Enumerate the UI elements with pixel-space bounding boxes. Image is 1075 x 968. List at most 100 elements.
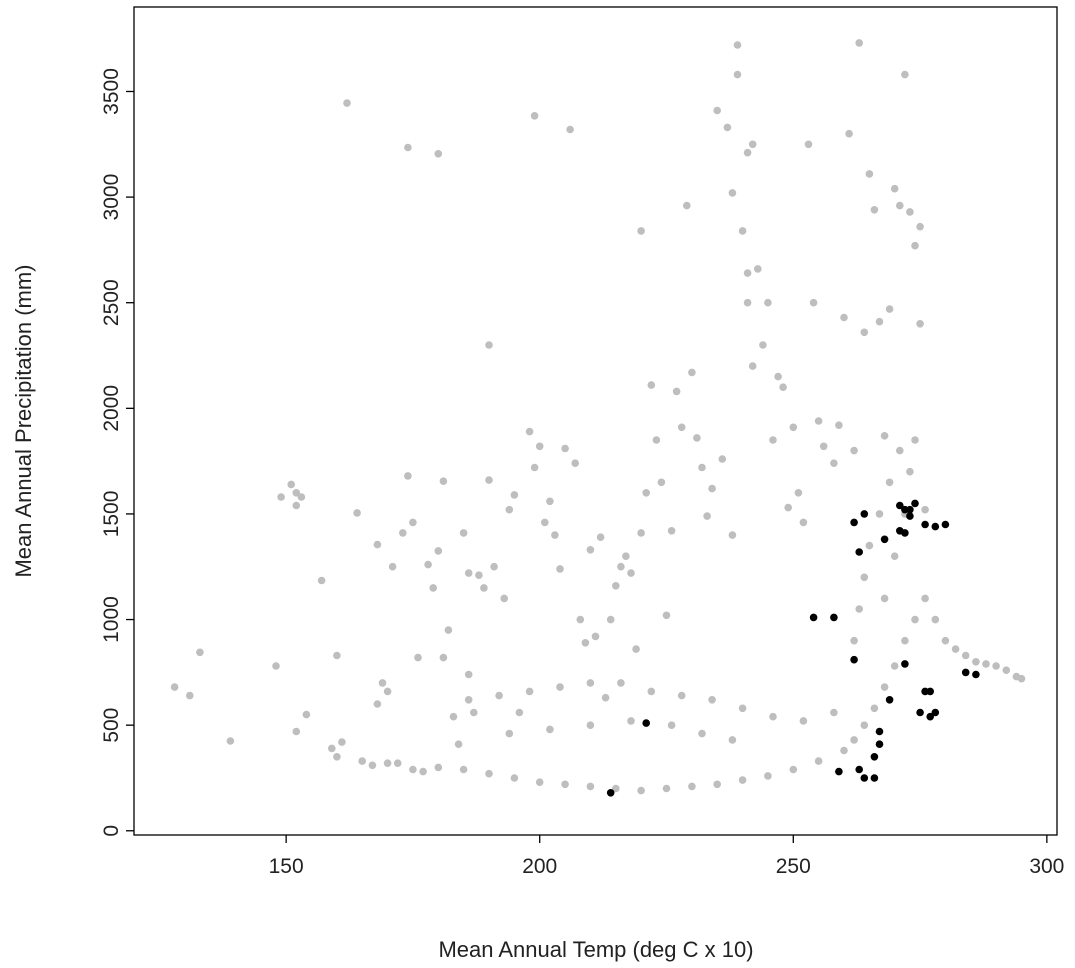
data-point-s0-28 [404,143,412,152]
data-point-s0-185 [875,510,884,518]
data-point-s1-30 [931,708,940,717]
data-point-s1-21 [901,660,909,668]
data-point-s0-138 [916,320,924,328]
data-point-s0-136 [911,241,919,250]
data-point-s0-71 [606,615,615,624]
data-point-s0-115 [799,518,808,527]
data-point-s0-17 [353,509,361,517]
data-point-s0-117 [809,298,818,307]
data-point-s0-118 [814,417,823,425]
data-point-s0-100 [738,227,747,235]
data-point-s0-98 [733,41,742,49]
x-tick-label-2: 250 [776,855,811,878]
data-point-s0-18 [358,757,367,765]
data-point-s0-59 [546,497,554,506]
y-tick-label-4: 2000 [100,385,123,432]
data-point-s0-89 [693,434,701,442]
data-point-s0-73 [617,562,625,571]
data-point-s0-87 [683,201,691,210]
data-point-s0-181 [906,467,914,476]
data-point-s1-11 [870,774,879,782]
y-tick-label-1: 500 [100,708,123,743]
data-point-s0-139 [921,505,929,514]
data-point-s0-133 [896,201,904,210]
data-point-s0-186 [865,541,874,550]
data-point-s0-129 [875,317,884,326]
data-point-s0-203 [505,729,514,738]
data-point-s1-28 [926,712,934,721]
data-point-s0-95 [723,123,732,132]
data-point-s0-146 [510,774,519,782]
data-point-s0-23 [383,687,392,696]
data-point-s0-163 [880,683,889,691]
data-point-s0-92 [708,484,716,493]
data-point-s0-127 [865,170,874,178]
data-point-s0-26 [399,529,407,537]
data-point-s0-51 [505,505,514,514]
data-point-s0-38 [444,626,453,634]
data-point-s0-13 [328,744,336,753]
data-point-s0-102 [743,269,752,277]
data-point-s0-67 [586,546,595,554]
data-point-s1-9 [860,510,869,518]
data-point-s1-20 [901,529,909,537]
data-point-s1-0 [606,789,615,797]
data-point-s0-70 [601,693,610,702]
data-point-s0-137 [916,222,924,231]
data-point-s0-20 [373,700,382,708]
data-point-s0-36 [439,477,448,486]
data-point-s1-6 [850,518,858,527]
data-point-s1-34 [972,670,980,679]
data-point-s0-81 [652,436,661,444]
data-point-s0-134 [901,70,909,79]
data-point-s0-104 [748,140,757,149]
data-point-s0-39 [449,712,458,721]
data-point-s0-147 [535,778,544,786]
data-point-s1-12 [870,753,879,761]
data-point-s0-177 [1017,674,1026,683]
data-point-s0-99 [733,70,742,79]
data-point-s0-76 [632,645,640,653]
data-point-s0-6 [287,480,296,489]
data-point-s0-140 [333,753,341,761]
y-tick-label-2: 1000 [100,596,123,643]
data-point-s0-12 [317,576,326,585]
data-point-s1-1 [642,719,650,727]
data-point-s0-90 [698,463,706,472]
data-point-s0-141 [383,759,392,767]
data-point-s0-86 [677,423,686,432]
data-point-s0-188 [855,605,863,613]
data-point-s0-1 [186,691,194,700]
data-point-s1-24 [911,499,919,508]
data-point-s0-63 [566,125,574,134]
data-point-s0-144 [459,765,468,774]
data-point-s0-68 [591,632,600,641]
data-point-s0-200 [769,712,777,721]
data-point-s0-44 [470,708,478,717]
data-point-s0-202 [830,708,838,717]
data-point-s0-93 [713,106,721,115]
data-point-s0-189 [850,636,858,645]
data-point-s0-152 [662,784,671,793]
data-point-s0-82 [657,478,666,487]
data-point-s0-64 [571,459,579,468]
data-point-s0-158 [814,757,823,765]
data-point-s0-131 [885,305,894,313]
data-point-s0-154 [713,780,721,789]
data-point-s0-124 [850,446,858,455]
data-point-s0-120 [830,459,838,468]
data-point-s1-17 [896,501,904,510]
data-point-s0-208 [698,729,706,738]
data-point-s0-121 [835,421,843,430]
data-point-s0-58 [541,518,549,527]
data-point-s0-80 [647,381,656,389]
data-point-s0-171 [961,651,970,660]
data-point-s1-8 [855,765,863,774]
data-point-s1-2 [809,613,818,622]
plot-frame [133,6,1058,836]
data-point-s0-91 [703,512,711,520]
data-point-s1-14 [875,727,884,736]
data-point-s0-122 [840,313,848,322]
data-point-s0-62 [561,444,569,453]
data-point-s0-3 [226,737,235,745]
